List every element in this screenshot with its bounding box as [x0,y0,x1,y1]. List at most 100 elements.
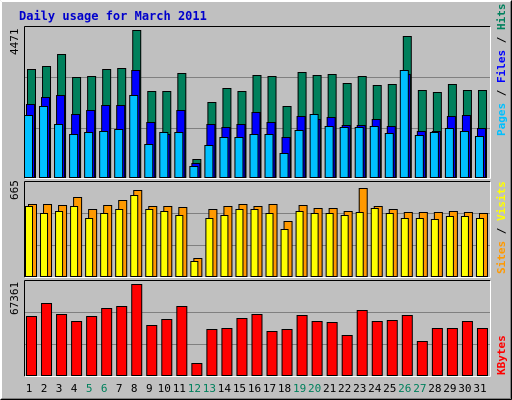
legend-item-2: Visits [495,181,508,221]
x-tick-label-26: 26 [398,382,411,395]
kbytes-bar-13 [206,329,218,376]
legend-item-1: / [495,221,508,241]
kbytes-bar-3 [56,314,68,376]
pages-bar-15 [234,137,244,178]
x-tick-label-19: 19 [293,382,306,395]
visits-bar-18 [280,229,289,277]
kbytes-bar-27 [416,341,428,376]
pages-bar-12 [189,166,199,178]
legend-item-3: / [495,30,508,50]
pages-bar-27 [414,135,424,178]
x-tick-label-14: 14 [218,382,232,395]
x-tick-label-22: 22 [338,382,351,395]
visits-bar-28 [430,219,439,277]
visits-bar-14 [220,215,229,277]
visits-bar-19 [295,211,304,277]
pages-bar-22 [339,127,349,178]
visits-bar-12 [190,261,199,277]
pages-bar-25 [384,133,394,178]
x-tick-label-9: 9 [146,382,153,395]
pages-bar-30 [459,131,469,178]
x-tick-label-13: 13 [203,382,216,395]
kbytes-bar-31 [476,328,488,376]
chart-title: Daily usage for March 2011 [19,9,207,23]
visits-bar-7 [115,209,124,277]
x-tick-label-24: 24 [368,382,382,395]
x-tick-label-3: 3 [56,382,63,395]
visits-bar-26 [400,218,409,277]
pages-bar-29 [444,128,454,178]
visits-bar-3 [55,211,64,277]
visits-bar-10 [160,211,169,277]
sites-panel-ymax-label: 665 [8,180,21,200]
pages-bar-9 [144,144,154,178]
kbytes-bar-10 [161,319,173,376]
visits-bar-22 [340,215,349,277]
kbytes-bar-16 [251,314,263,376]
legend-pages-files-hits: Pages / Files / Hits [495,4,508,137]
kbytes-bar-24 [371,321,383,376]
legend-item-4: Hits [495,4,508,31]
kbytes-bar-29 [446,328,458,376]
x-tick-label-7: 7 [116,382,123,395]
kbytes-bar-18 [281,329,293,376]
visits-bar-13 [205,218,214,277]
x-tick-label-28: 28 [428,382,441,395]
visits-bar-15 [235,209,244,277]
hits-panel-ymax-label: 4471 [8,29,21,56]
kbytes-bar-21 [326,322,338,376]
pages-bar-31 [474,136,484,178]
visits-bar-23 [355,212,364,277]
kbytes-bar-6 [101,308,113,376]
x-tick-label-8: 8 [131,382,138,395]
visits-bar-11 [175,215,184,277]
kbytes-bar-30 [461,321,473,376]
kbytes-bar-1 [26,316,37,376]
pages-bar-23 [354,127,364,178]
pages-bar-17 [264,134,274,178]
visits-bar-20 [310,213,319,277]
visits-bar-5 [85,218,94,277]
visits-bar-17 [265,213,274,277]
kbytes-bar-28 [431,328,443,376]
x-tick-label-6: 6 [101,382,108,395]
pages-bar-18 [279,153,289,178]
kbytes-bar-20 [311,321,323,376]
pages-bar-6 [99,131,109,178]
x-tick-label-30: 30 [458,382,471,395]
legend-kbytes: KBytes [495,335,508,375]
x-tick-label-23: 23 [353,382,366,395]
pages-bar-16 [249,134,259,178]
visits-bar-27 [415,218,424,277]
x-tick-label-27: 27 [413,382,426,395]
pages-bar-1 [24,115,33,178]
visits-bar-29 [445,216,454,277]
visits-bar-9 [145,209,154,277]
pages-bar-28 [429,132,439,178]
x-tick-label-11: 11 [173,382,186,395]
pages-bar-26 [399,70,409,178]
kbytes-bar-23 [356,310,368,376]
legend-item-0: Sites [495,241,508,274]
x-tick-label-2: 2 [41,382,48,395]
visits-bar-4 [70,206,79,277]
kbytes-bar-4 [71,321,83,376]
x-tick-label-25: 25 [383,382,396,395]
x-tick-label-12: 12 [188,382,201,395]
pages-bar-13 [204,145,214,178]
kbytes-bar-12 [191,363,203,376]
x-tick-label-18: 18 [278,382,291,395]
x-tick-label-31: 31 [473,382,486,395]
x-tick-label-15: 15 [233,382,246,395]
pages-bar-11 [174,132,184,178]
x-tick-label-20: 20 [308,382,321,395]
pages-bar-7 [114,129,124,178]
pages-bar-14 [219,137,229,178]
kbytes-bar-9 [146,325,158,376]
kbytes-bar-11 [176,306,188,376]
kbytes-bar-7 [116,306,128,376]
pages-bar-10 [159,132,169,178]
visits-bar-21 [325,213,334,277]
visits-bar-16 [250,209,259,277]
